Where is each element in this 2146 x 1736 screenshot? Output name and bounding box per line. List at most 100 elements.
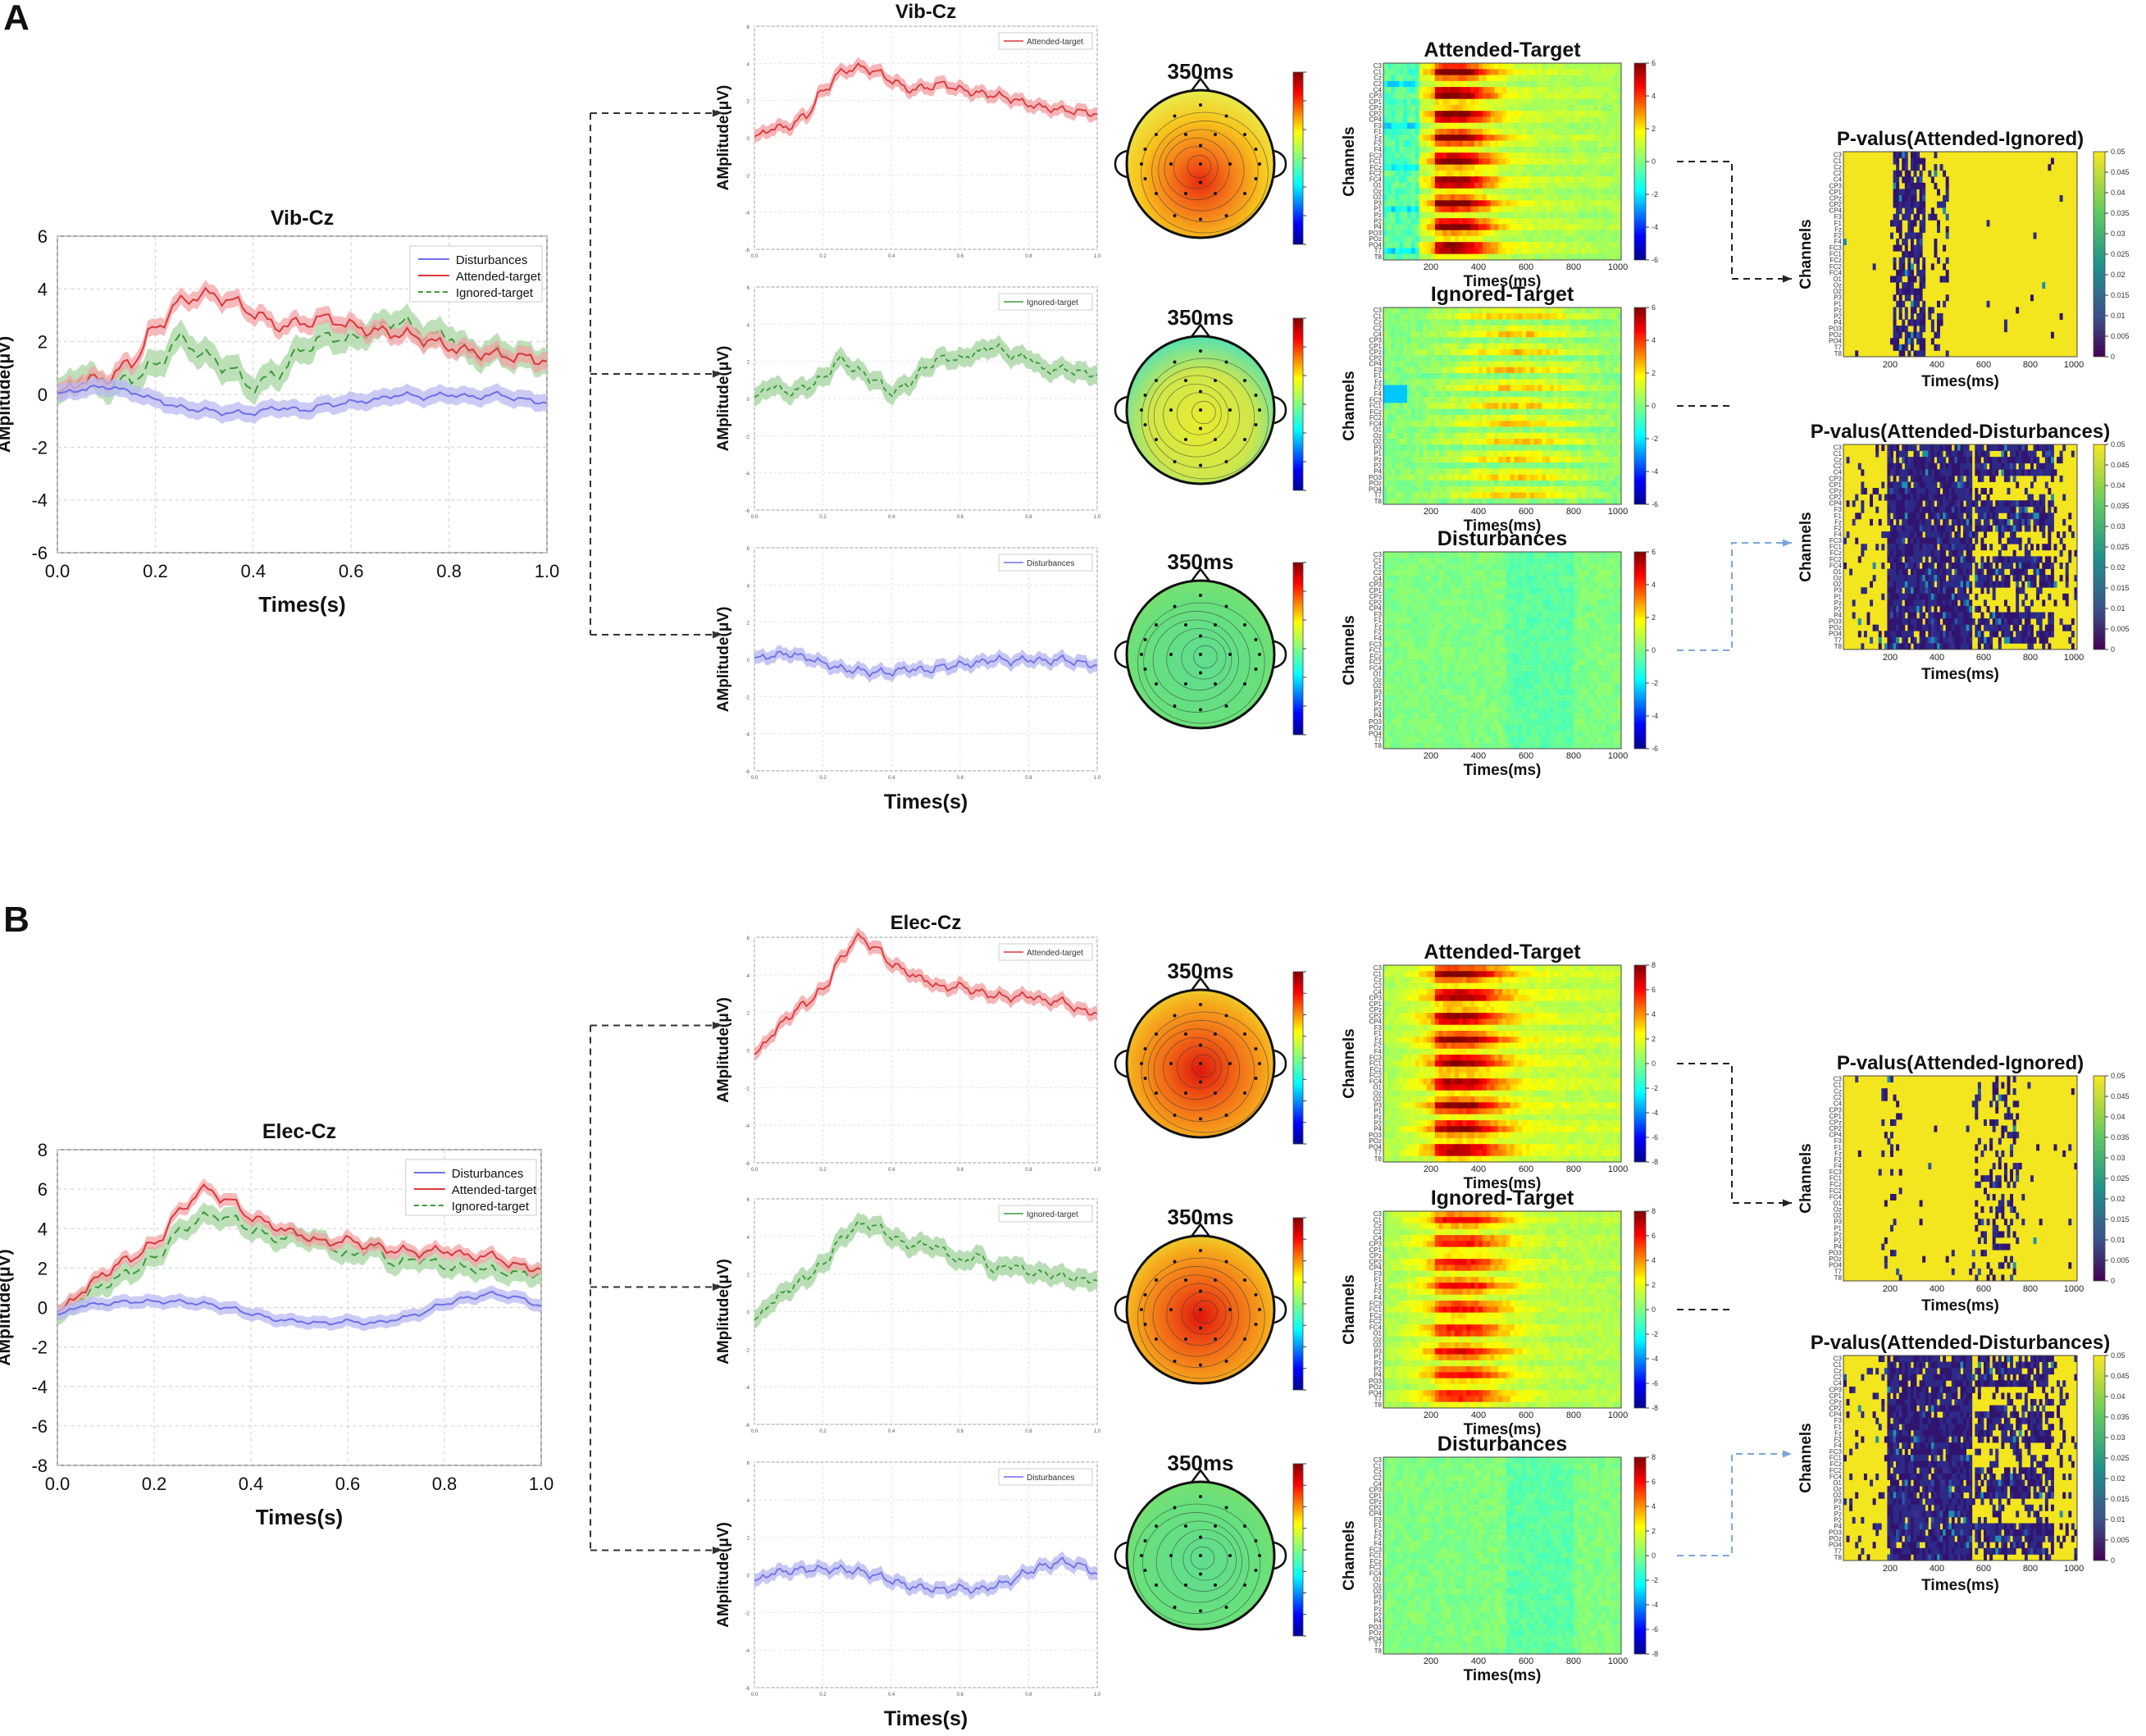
heat-cell [1533, 308, 1538, 314]
heat-cell [1415, 474, 1419, 481]
heat-cell [1407, 235, 1412, 243]
heat-cell [1533, 403, 1538, 410]
heat-cell [1455, 599, 1460, 606]
heat-cell [1438, 408, 1443, 416]
heat-cell [1506, 593, 1511, 600]
heat-cell [1383, 558, 1388, 564]
heat-cell [1613, 379, 1618, 385]
heat-cell [1490, 444, 1495, 451]
heat-cell [1557, 337, 1562, 344]
heat-cell [1410, 218, 1416, 225]
x-axis-label: Times(ms) [1464, 273, 1542, 290]
heat-cell [1387, 87, 1392, 93]
heat-cell [1383, 308, 1388, 314]
heat-cell [1486, 361, 1491, 368]
heat-cell [1609, 569, 1614, 576]
heat-cell [1553, 361, 1559, 368]
heat-cell [1415, 104, 1419, 112]
series-band-ignored-target [57, 303, 547, 406]
heat-cell [1455, 492, 1460, 499]
heat-cell [1442, 308, 1447, 314]
heat-cell [1419, 153, 1424, 159]
heat-cell [1577, 349, 1583, 356]
heat-cell [1415, 450, 1419, 458]
heat-cell [1482, 581, 1488, 589]
heat-cell [1605, 212, 1610, 219]
heat-cell [1510, 170, 1515, 177]
heat-cell [1557, 432, 1562, 440]
heat-cell [1601, 408, 1606, 416]
heat-cell [1383, 331, 1388, 338]
heat-cell [1510, 498, 1515, 505]
heat-cell [1526, 337, 1531, 344]
heat-cell [1479, 492, 1483, 499]
heat-cell [1546, 361, 1551, 368]
heat-cell [1383, 242, 1388, 248]
heat-cell [1427, 569, 1432, 576]
channel-tick-label: PO3 [1369, 474, 1383, 481]
heat-cell [1617, 385, 1622, 392]
heat-cell [1494, 462, 1499, 469]
heat-cell [1522, 69, 1527, 75]
heat-cell [1609, 486, 1614, 493]
heat-cell [1470, 200, 1475, 207]
heat-cell [1415, 224, 1419, 231]
heat-cell [1546, 93, 1551, 100]
heat-cell [1427, 492, 1432, 499]
heat-cell [1482, 182, 1488, 189]
heat-cell [1447, 325, 1451, 332]
heat-cell [1415, 331, 1419, 338]
heat-cell [1399, 134, 1404, 141]
electrode [1199, 217, 1202, 221]
heat-cell [1407, 337, 1412, 344]
heat-cell [1522, 153, 1527, 159]
heat-cell [1542, 337, 1547, 344]
heat-cell [1581, 146, 1586, 153]
x-axis-label: Times(s) [884, 791, 968, 813]
heat-cell [1506, 355, 1511, 362]
heat-cell [1486, 134, 1491, 141]
heat-cell [1565, 558, 1570, 564]
heat-cell [1431, 492, 1436, 499]
heat-cell [1589, 75, 1594, 82]
heat-cell [1538, 63, 1542, 70]
heat-cell [1419, 462, 1424, 469]
heat-cell [1494, 390, 1499, 398]
heat-cell [1498, 80, 1503, 88]
heat-cell [1427, 93, 1432, 100]
heat-cell [1427, 337, 1432, 344]
heat-cell [1609, 379, 1614, 385]
heat-cell [1391, 325, 1396, 332]
heat-cell [1419, 212, 1424, 219]
heat-cell [1601, 439, 1606, 445]
heat-cell [1553, 367, 1559, 374]
heat-cell [1542, 153, 1547, 159]
heat-cell [1613, 480, 1618, 487]
channel-tick-label: C3 [1374, 62, 1383, 70]
heat-cell [1561, 87, 1566, 93]
heat-cell [1470, 474, 1475, 481]
heat-cell [1494, 605, 1499, 613]
heat-cell [1613, 361, 1618, 368]
heat-cell [1553, 343, 1559, 350]
heat-cell [1438, 331, 1443, 338]
heat-cell [1415, 456, 1419, 463]
heat-cell [1486, 432, 1491, 440]
heat-cell [1438, 486, 1443, 493]
heat-cell [1470, 158, 1475, 166]
heat-cell [1553, 432, 1559, 440]
heat-cell [1510, 235, 1515, 243]
heat-cell [1585, 462, 1590, 469]
heat-cell [1617, 450, 1622, 458]
heat-cell [1613, 308, 1618, 314]
heat-cell [1601, 75, 1606, 82]
heat-cell [1529, 164, 1535, 171]
heat-cell [1597, 182, 1602, 189]
heat-cell [1529, 576, 1535, 582]
heat-cell [1427, 224, 1432, 231]
heat-cell [1438, 552, 1443, 558]
head-ear [1114, 640, 1128, 669]
heat-cell [1399, 432, 1404, 440]
contour-line [1153, 375, 1241, 458]
heat-cell [1387, 325, 1392, 332]
